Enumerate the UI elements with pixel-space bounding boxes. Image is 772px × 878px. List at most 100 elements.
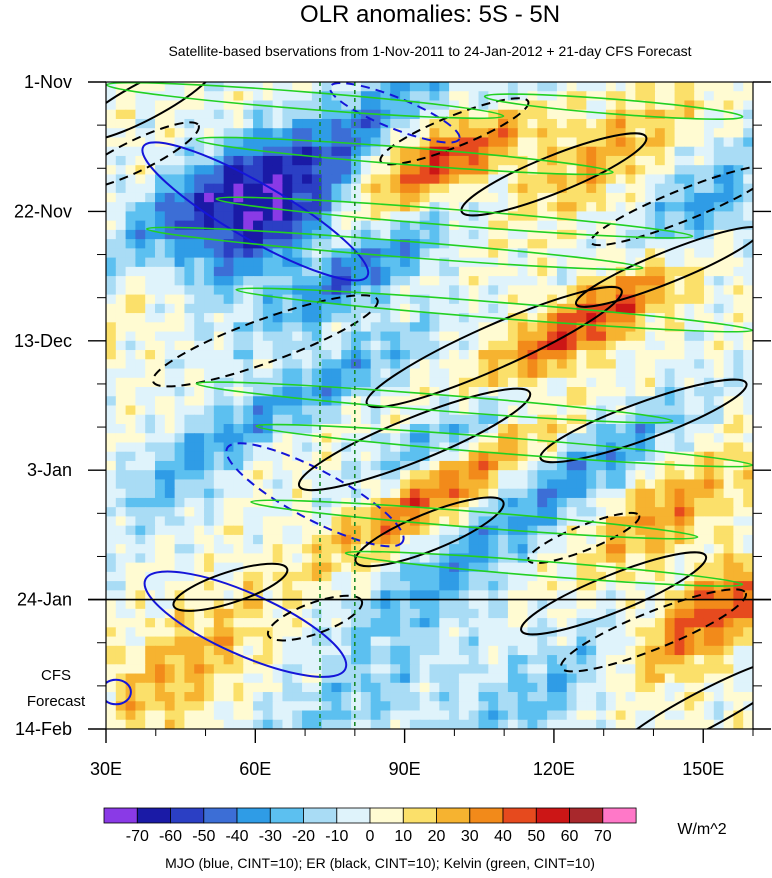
heat-cell — [429, 451, 440, 462]
heat-cell — [155, 516, 166, 527]
heat-cell — [713, 636, 725, 647]
heat-cell — [233, 248, 244, 259]
heat-cell — [566, 710, 578, 721]
heat-cell — [478, 497, 489, 508]
heat-cell — [586, 257, 597, 268]
heat-cell — [213, 248, 225, 259]
heat-cell — [321, 248, 333, 259]
heat-cell — [625, 433, 636, 444]
heat-cell — [390, 257, 401, 268]
heat-cell — [292, 534, 303, 545]
heat-cell — [272, 257, 284, 268]
heat-cell — [331, 516, 342, 527]
heat-cell — [498, 599, 509, 610]
heat-cell — [507, 414, 519, 425]
heat-cell — [703, 220, 715, 231]
heat-cell — [566, 451, 578, 462]
heat-cell — [507, 266, 519, 277]
heat-cell — [615, 460, 627, 471]
heat-cell — [409, 571, 421, 582]
heat-cell — [684, 544, 695, 554]
heat-cell — [439, 414, 450, 425]
heat-cell — [184, 516, 195, 527]
heat-cell — [115, 396, 127, 407]
heat-cell — [605, 322, 617, 333]
heat-cell — [115, 636, 127, 647]
heat-cell — [311, 128, 323, 139]
kelvin-contour — [255, 423, 753, 468]
heat-cell — [635, 192, 646, 203]
heat-cell — [125, 137, 137, 148]
heat-cell — [723, 442, 734, 453]
heat-cell — [243, 303, 254, 314]
heat-cell — [400, 377, 411, 388]
heat-cell — [605, 571, 617, 582]
heat-cell — [635, 229, 646, 240]
heat-cell — [292, 470, 303, 481]
heat-cell — [213, 608, 225, 619]
heat-cell — [488, 303, 499, 314]
heat-cell — [635, 525, 646, 536]
heat-cell — [664, 442, 676, 453]
heat-cell — [645, 618, 656, 628]
heat-cell — [135, 137, 146, 148]
heat-cell — [302, 350, 313, 360]
heat-cell — [204, 146, 215, 157]
heat-cell — [654, 368, 666, 379]
heat-cell — [713, 155, 725, 166]
heat-cell — [145, 294, 156, 305]
heat-cell — [233, 155, 244, 166]
heat-cell — [390, 248, 401, 259]
heat-cell — [615, 479, 627, 490]
heat-cell — [654, 488, 666, 499]
heat-cell — [115, 350, 127, 360]
heat-cell — [664, 350, 676, 360]
heat-cell — [272, 137, 284, 148]
heat-cell — [400, 266, 411, 277]
heat-cell — [380, 710, 391, 721]
heat-cell — [311, 340, 323, 351]
heat-cell — [605, 433, 617, 444]
heat-cell — [135, 359, 146, 370]
heat-cell — [625, 655, 636, 665]
heat-cell — [517, 451, 529, 462]
heat-cell — [341, 118, 352, 129]
heat-cell — [223, 202, 235, 212]
heat-cell — [635, 350, 646, 360]
heat-cell — [311, 525, 323, 536]
heat-cell — [125, 618, 137, 628]
heat-cell — [429, 377, 440, 388]
heat-cell — [145, 673, 156, 684]
heat-cell — [292, 266, 303, 277]
heat-cell — [331, 276, 342, 286]
heat-cell — [390, 340, 401, 351]
heat-cell — [654, 165, 666, 176]
heat-cell — [194, 627, 205, 638]
heat-cell — [458, 100, 470, 111]
heat-cell — [135, 618, 146, 628]
heat-cell — [184, 414, 195, 425]
heat-cell — [645, 710, 656, 721]
heat-cell — [527, 442, 538, 453]
heat-cell — [351, 719, 362, 729]
heat-cell — [713, 553, 725, 564]
heat-cell — [439, 183, 450, 194]
heat-cell — [292, 571, 303, 582]
heat-cell — [566, 655, 578, 665]
heat-cell — [556, 239, 568, 249]
heat-cell — [194, 220, 205, 231]
heat-cell — [135, 451, 146, 462]
colorbar-box — [103, 807, 138, 824]
heat-cell — [370, 710, 382, 721]
heat-cell — [674, 229, 685, 240]
heat-cell — [419, 608, 431, 619]
heat-cell — [370, 118, 382, 129]
heat-cell — [556, 488, 568, 499]
heat-cell — [654, 507, 666, 518]
heat-cell — [213, 285, 225, 296]
heat-cell — [743, 442, 753, 453]
heat-cell — [204, 719, 215, 729]
mjo-contour — [225, 442, 405, 548]
heat-cell — [566, 220, 578, 231]
heat-cell — [194, 257, 205, 268]
